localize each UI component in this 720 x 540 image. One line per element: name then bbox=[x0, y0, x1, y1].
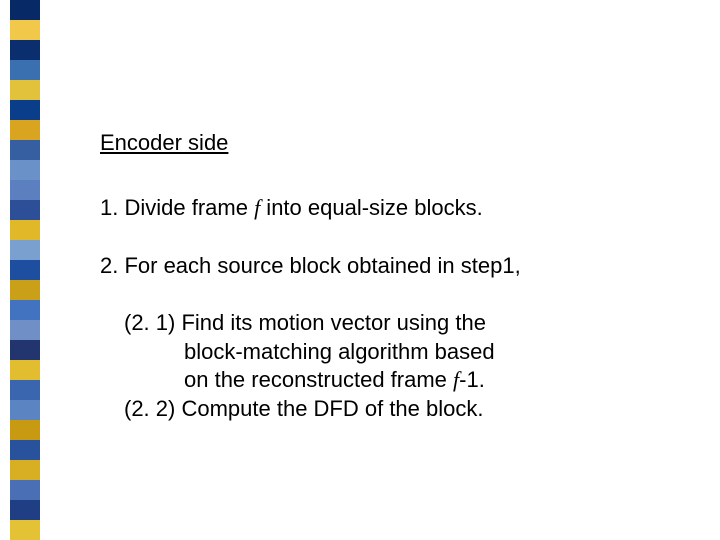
stripe-segment bbox=[10, 160, 40, 180]
stripe-segment bbox=[10, 220, 40, 240]
stripe-segment bbox=[10, 340, 40, 360]
decorative-stripe-column bbox=[10, 0, 40, 540]
stripe-segment bbox=[10, 120, 40, 140]
stripe-segment bbox=[10, 0, 40, 20]
stripe-segment bbox=[10, 80, 40, 100]
sub-2-2: (2. 2) Compute the DFD of the block. bbox=[124, 395, 660, 424]
stripe-segment bbox=[10, 460, 40, 480]
stripe-segment bbox=[10, 440, 40, 460]
stripe-segment bbox=[10, 20, 40, 40]
stripe-segment bbox=[10, 240, 40, 260]
stripe-segment bbox=[10, 360, 40, 380]
stripe-segment bbox=[10, 180, 40, 200]
stripe-segment bbox=[10, 520, 40, 540]
stripe-segment bbox=[10, 400, 40, 420]
stripe-segment bbox=[10, 100, 40, 120]
stripe-segment bbox=[10, 300, 40, 320]
stripe-segment bbox=[10, 380, 40, 400]
stripe-segment bbox=[10, 200, 40, 220]
stripe-segment bbox=[10, 320, 40, 340]
sub-2-1-line3: on the reconstructed frame f-1. bbox=[124, 366, 660, 395]
stripe-segment bbox=[10, 140, 40, 160]
sub-2-1-line3b: -1. bbox=[459, 367, 485, 392]
step-1-prefix: 1. Divide frame bbox=[100, 195, 254, 220]
stripe-segment bbox=[10, 260, 40, 280]
stripe-segment bbox=[10, 60, 40, 80]
step-1-suffix: into equal-size blocks. bbox=[260, 195, 483, 220]
stripe-segment bbox=[10, 40, 40, 60]
step-2: 2. For each source block obtained in ste… bbox=[100, 252, 660, 280]
sub-2-1-line1: (2. 1) Find its motion vector using the bbox=[124, 309, 660, 338]
stripe-segment bbox=[10, 500, 40, 520]
section-heading: Encoder side bbox=[100, 130, 660, 156]
content-area: Encoder side 1. Divide frame f into equa… bbox=[100, 130, 660, 423]
sub-2-1-line3a: on the reconstructed frame bbox=[184, 367, 453, 392]
stripe-segment bbox=[10, 420, 40, 440]
slide: { "stripes": { "count": 27, "unitHeight"… bbox=[0, 0, 720, 540]
stripe-segment bbox=[10, 480, 40, 500]
step-1: 1. Divide frame f into equal-size blocks… bbox=[100, 194, 660, 222]
stripe-segment bbox=[10, 280, 40, 300]
substeps: (2. 1) Find its motion vector using the … bbox=[124, 309, 660, 423]
sub-2-1-line2: block-matching algorithm based bbox=[124, 338, 660, 367]
